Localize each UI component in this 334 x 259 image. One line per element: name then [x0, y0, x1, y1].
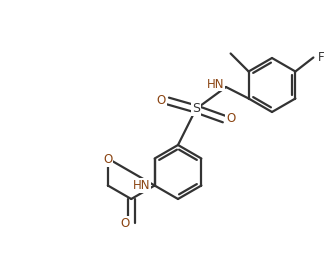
Text: O: O: [103, 153, 113, 166]
Text: O: O: [157, 95, 166, 107]
Text: F: F: [317, 51, 324, 64]
Text: O: O: [120, 217, 129, 230]
Text: O: O: [226, 112, 235, 126]
Text: HN: HN: [206, 77, 224, 90]
Text: S: S: [192, 103, 200, 116]
Text: HN: HN: [133, 179, 151, 192]
